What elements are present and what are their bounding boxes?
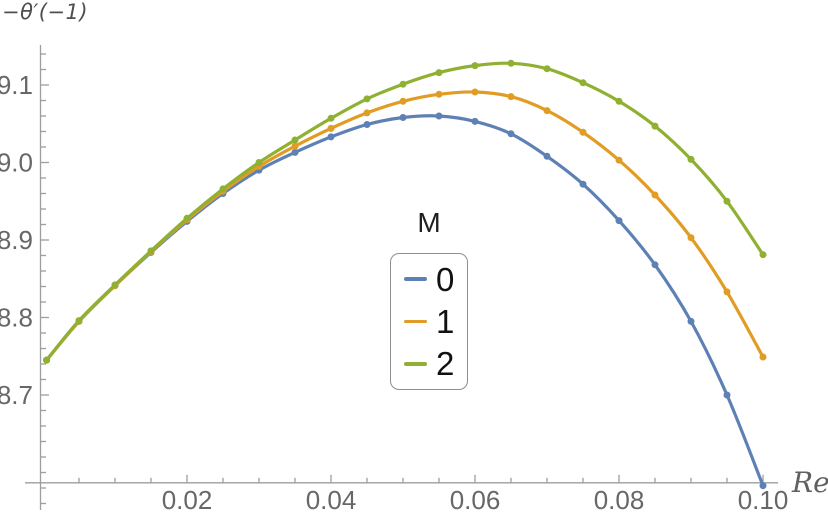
data-point [507, 59, 515, 67]
data-point [615, 217, 623, 225]
data-point [759, 482, 767, 490]
x-tick-label: 0.04 [306, 485, 357, 514]
y-axis-title: −θ′(−1) [2, 0, 89, 24]
data-point [723, 288, 731, 296]
data-point [471, 62, 479, 70]
legend-title: M [417, 207, 441, 238]
data-point [147, 247, 155, 255]
data-point [579, 128, 587, 136]
data-point [651, 191, 659, 199]
data-point [471, 117, 479, 125]
data-point [75, 317, 83, 325]
data-point [507, 93, 515, 101]
data-point [363, 95, 371, 103]
data-point [543, 152, 551, 160]
data-point [43, 356, 51, 364]
data-point [291, 148, 299, 156]
y-tick-label: 9.0 [0, 148, 33, 178]
axes [25, 45, 778, 510]
legend-box: 0 1 2 [390, 253, 468, 390]
legend-item-m1: 1 [404, 305, 467, 338]
data-point [471, 88, 479, 96]
data-point [327, 133, 335, 141]
x-axis-label: Re [792, 466, 828, 499]
legend-item-label: 0 [436, 260, 455, 298]
data-point [615, 97, 623, 105]
data-point [615, 156, 623, 164]
data-point [687, 234, 695, 242]
y-tick-label: 9.1 [0, 70, 33, 100]
data-point [759, 251, 767, 259]
data-point [255, 159, 263, 166]
legend-item-m2: 2 [404, 347, 467, 380]
data-point [723, 197, 731, 205]
data-point [291, 142, 299, 150]
data-point [327, 124, 335, 132]
data-point [399, 97, 407, 105]
data-point [543, 107, 551, 115]
x-tick-label: 0.10 [738, 485, 789, 514]
data-point [363, 109, 371, 117]
legend-swatch-m1-line-icon [404, 319, 427, 324]
data-point [651, 122, 659, 130]
tick-labels: 0.02 0.04 0.06 0.08 0.10 8.7 8.8 8.9 9.0 9.1 [0, 70, 788, 514]
data-point [543, 65, 551, 73]
data-point [687, 155, 695, 163]
data-point [399, 80, 407, 88]
y-tick-label: 8.7 [0, 380, 33, 410]
legend-swatch-m0-line-icon [404, 277, 427, 281]
data-point [435, 90, 443, 98]
data-point [507, 130, 515, 138]
series-m2 [43, 59, 767, 364]
x-tick-label: 0.08 [594, 485, 645, 514]
data-point [219, 185, 227, 193]
data-point [435, 69, 443, 77]
data-point [579, 79, 587, 87]
legend-item-label: 1 [436, 302, 455, 340]
x-tick-label: 0.06 [450, 485, 501, 514]
data-point [579, 180, 587, 188]
x-tick-label: 0.02 [162, 485, 213, 514]
data-point [399, 114, 407, 121]
legend-item-m0: 0 [404, 263, 467, 296]
data-point [723, 391, 731, 399]
data-point [291, 136, 299, 144]
data-point [435, 112, 443, 120]
data-point [111, 281, 119, 289]
data-point [327, 114, 335, 122]
y-tick-label: 8.8 [0, 303, 33, 333]
data-point [759, 353, 767, 361]
y-tick-label: 8.9 [0, 225, 33, 255]
data-point [687, 317, 695, 325]
legend-item-label: 2 [436, 345, 455, 383]
data-point [183, 214, 191, 222]
data-point [363, 121, 371, 128]
legend-swatch-m2-line-icon [404, 362, 427, 366]
data-point [651, 261, 659, 269]
